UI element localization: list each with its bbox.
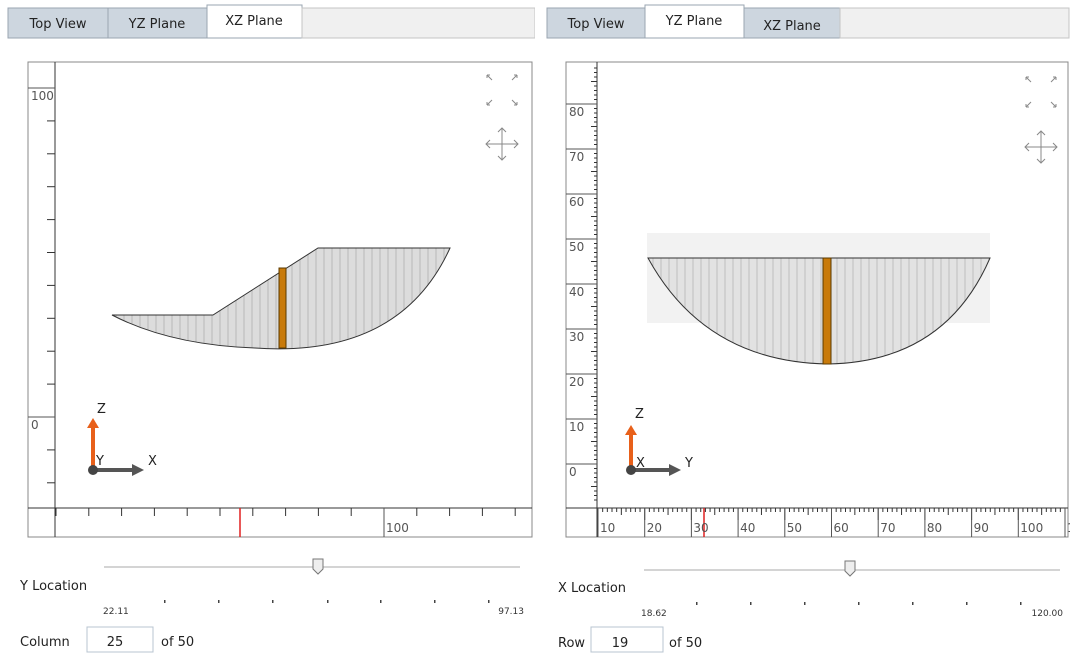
ruler-label: 20 [647,521,662,535]
index-input[interactable] [86,626,154,653]
tab-active[interactable] [644,4,745,39]
index-value[interactable]: 19 [612,636,629,651]
tab[interactable] [546,7,646,39]
ruler-label: 50 [787,521,802,535]
origin [88,465,98,475]
slider-tick [434,600,436,603]
ruler-label: 0 [31,418,39,432]
slider-tick [488,600,490,603]
tab-label[interactable]: Top View [29,17,87,32]
ruler-label: 80 [569,105,584,119]
tab-label[interactable]: XZ Plane [763,19,821,34]
slider-tick [327,600,329,603]
slider-label: Y Location [19,579,87,594]
ruler-label: 70 [569,150,584,164]
axis-label: X [148,454,157,469]
slider-thumb[interactable] [312,558,324,575]
axis-label: Y [684,456,693,471]
slider-label: X Location [558,581,626,596]
axis-label: X [636,456,645,471]
pan-icon[interactable] [1024,130,1058,164]
ruler-label: 0 [569,465,577,479]
slider-max: 97.13 [498,607,524,617]
slider-min: 22.11 [103,607,129,617]
ruler-label: 30 [693,521,708,535]
slider-tick [858,602,860,605]
arrowhead [87,418,99,428]
slider-tick [164,600,166,603]
ruler-label: 10 [600,521,615,535]
ruler-label: 90 [974,521,989,535]
slider-tick [804,602,806,605]
tab[interactable] [107,7,208,39]
left-panel: Top View YZ Plane XZ Plane Z Y X Y Locat… [7,4,535,653]
ruler-label: 60 [834,521,849,535]
tab-label[interactable]: Top View [567,17,625,32]
tab-active[interactable] [206,4,303,39]
tab-label[interactable]: YZ Plane [128,17,186,32]
selected-row [822,257,832,365]
ruler-label: 110 [1067,521,1070,535]
ruler-label: 100 [31,89,54,103]
ruler-label: 30 [569,330,584,344]
slider-max: 120.00 [1032,609,1064,619]
index-label: Row [558,636,585,651]
arrowhead [669,464,681,476]
slider-tick [966,602,968,605]
slider-tick [750,602,752,605]
origin [626,465,636,475]
ruler-label: 100 [1020,521,1043,535]
tab[interactable] [7,7,109,39]
ruler-label: 50 [569,240,584,254]
index-value[interactable]: 25 [107,635,124,650]
index-total: of 50 [161,635,194,650]
ruler-label: 60 [569,195,584,209]
slider-tick [272,600,274,603]
slider-tick [218,600,220,603]
slider-tick [380,600,382,603]
tab-label[interactable]: XZ Plane [225,14,283,29]
slider-tick [696,602,698,605]
index-input[interactable] [590,626,664,653]
expand-icon[interactable] [1025,76,1057,108]
arrowhead [132,464,144,476]
ruler-label: 100 [386,521,409,535]
arrowhead [625,425,637,435]
ruler-label: 80 [927,521,942,535]
right-panel: Top View YZ Plane XZ Plane Z X Y X Locat… [546,4,1070,653]
ruler-label: 40 [740,521,755,535]
index-label: Column [20,635,70,650]
ruler-label: 70 [880,521,895,535]
ruler-label: 40 [569,285,584,299]
slider-tick [912,602,914,605]
axis-label: Y [95,454,104,469]
axis-label: Z [97,402,106,417]
tab-strip [301,7,535,39]
tab-strip [839,7,1070,39]
tab-label[interactable]: YZ Plane [665,14,723,29]
slider-tick [1020,602,1022,605]
slider-thumb[interactable] [844,560,856,577]
expand-icon[interactable] [486,74,518,106]
ruler-label: 10 [569,420,584,434]
pan-icon[interactable] [485,127,519,161]
slider-min: 18.62 [641,609,667,619]
ruler-label: 20 [569,375,584,389]
selected-column [278,267,287,349]
tab[interactable] [743,7,841,39]
index-total: of 50 [669,636,702,651]
axis-label: Z [635,407,644,422]
